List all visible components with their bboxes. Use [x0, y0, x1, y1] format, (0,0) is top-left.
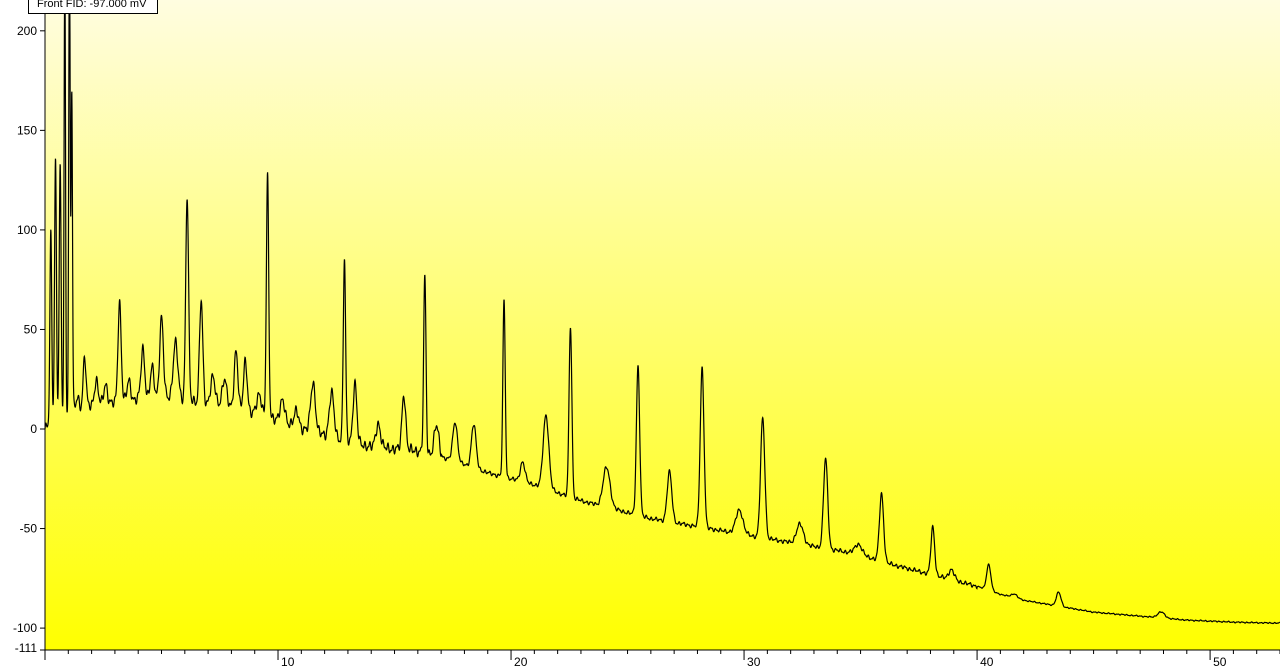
y-tick-label: 200 [17, 24, 37, 38]
y-tick-label: 100 [17, 223, 37, 237]
x-tick-label: 50 [1213, 655, 1227, 669]
x-tick-label: 40 [980, 655, 994, 669]
y-axis: -111 -100 -50 0 50 100 150 200 [13, 0, 46, 655]
x-tick-label: 10 [281, 655, 295, 669]
x-tick-label: 20 [514, 655, 528, 669]
x-axis: 10 20 30 40 50 [44, 649, 1280, 669]
y-tick-label: -111 [15, 641, 38, 655]
signal-readout-text: Front FID: -97.000 mV [37, 0, 147, 10]
signal-readout-box: Front FID: -97.000 mV [28, 0, 158, 14]
y-tick-label: 50 [24, 322, 38, 336]
x-tick-label: 30 [747, 655, 761, 669]
y-tick-label: 0 [30, 422, 37, 436]
y-tick-label: -100 [13, 621, 37, 635]
signal-trace-line [44, 0, 1280, 625]
plot-background [45, 0, 1280, 650]
y-tick-label: 150 [17, 123, 37, 137]
y-tick-label: -50 [20, 522, 38, 536]
